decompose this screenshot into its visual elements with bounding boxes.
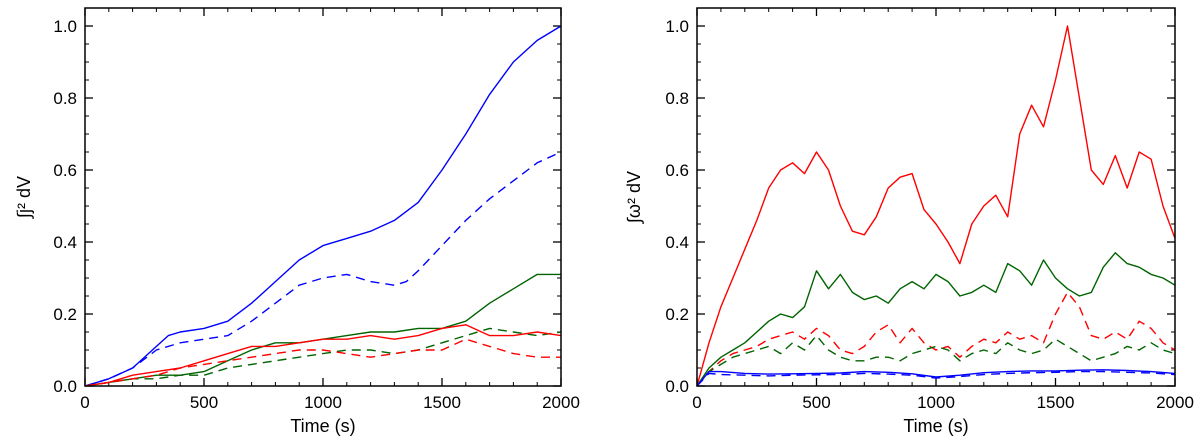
series-line-red-solid bbox=[697, 25, 1175, 386]
x-tick-label: 0 bbox=[80, 393, 89, 412]
series-line-red-dashed bbox=[697, 291, 1175, 386]
y-tick-label: 0.8 bbox=[665, 89, 689, 108]
x-tick-label: 2000 bbox=[542, 393, 580, 412]
series-line-blue-dashed bbox=[85, 151, 561, 386]
x-tick-label: 1500 bbox=[1037, 393, 1075, 412]
series-line-red-solid bbox=[85, 324, 561, 386]
y-tick-label: 0.0 bbox=[665, 377, 689, 396]
y-tick-label: 0.2 bbox=[53, 305, 77, 324]
series-line-green-solid bbox=[85, 273, 561, 386]
x-tick-label: 2000 bbox=[1156, 393, 1194, 412]
x-axis-label: Time (s) bbox=[903, 416, 968, 436]
x-axis-label: Time (s) bbox=[290, 416, 355, 436]
y-axis-label: ∫ω² dV bbox=[624, 171, 644, 225]
x-tick-label: 1000 bbox=[304, 393, 342, 412]
series-line-blue-solid bbox=[697, 369, 1175, 386]
x-tick-label: 1500 bbox=[423, 393, 461, 412]
series-line-green-dashed bbox=[85, 327, 561, 386]
plot-frame bbox=[84, 7, 562, 387]
plot-frame bbox=[696, 7, 1176, 387]
y-tick-label: 0.8 bbox=[53, 89, 77, 108]
x-tick-label: 500 bbox=[190, 393, 218, 412]
series-line-blue-solid bbox=[85, 25, 561, 386]
x-tick-label: 0 bbox=[692, 393, 701, 412]
x-tick-label: 500 bbox=[802, 393, 830, 412]
right-panel-vorticity: 0 500 1000 1500 2000 0.0 0.2 0.4 0.6 0.8 1.0 Time (… bbox=[624, 7, 1194, 436]
y-axis-label: ∫j² dV bbox=[14, 176, 34, 220]
y-tick-label: 0.4 bbox=[665, 233, 689, 252]
y-tick-label: 0.4 bbox=[53, 233, 77, 252]
y-tick-label: 0.2 bbox=[665, 305, 689, 324]
y-tick-label: 1.0 bbox=[665, 17, 689, 36]
x-tick-label: 1000 bbox=[917, 393, 955, 412]
y-tick-label: 0.0 bbox=[53, 377, 77, 396]
series-line-green-solid bbox=[697, 252, 1175, 386]
left-panel-current-density: 0 500 1000 1500 2000 0.0 0.2 0.4 0.6 0.8 1.0 Time (… bbox=[14, 7, 580, 436]
y-tick-label: 0.6 bbox=[53, 161, 77, 180]
series-line-red-dashed bbox=[85, 338, 561, 386]
series-line-green-dashed bbox=[697, 334, 1175, 386]
series-line-blue-dashed bbox=[697, 370, 1175, 386]
y-tick-label: 1.0 bbox=[53, 17, 77, 36]
y-tick-label: 0.6 bbox=[665, 161, 689, 180]
